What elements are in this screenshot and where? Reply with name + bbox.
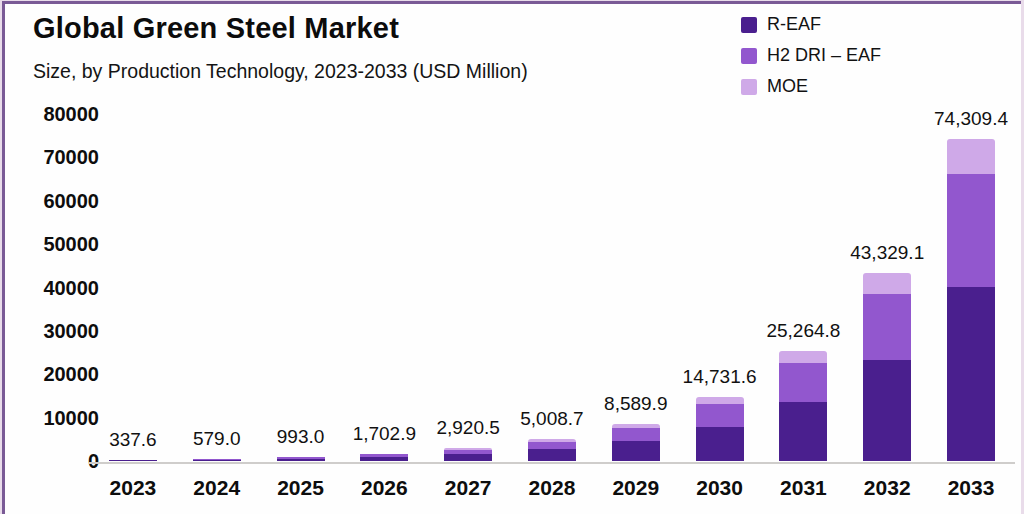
bar-2029 [612,424,660,461]
bar-column-2033: 74,309.4 [930,114,1013,461]
bar-column-2028: 5,008.7 [510,114,593,461]
bar-value-label: 8,589.9 [604,393,667,415]
bar-value-label: 579.0 [193,428,241,450]
bar-column-2023: 337.6 [91,114,174,461]
bar-column-2027: 2,920.5 [427,114,510,461]
bar-segment-h2-dri-eaf [863,294,911,360]
x-tick-2024: 2024 [175,476,258,500]
legend-label: R-EAF [767,14,821,35]
bar-segment-h2-dri-eaf [612,428,660,441]
bar-2030 [696,397,744,461]
bar-value-label: 25,264.8 [766,320,840,342]
bar-segment-r-eaf [696,427,744,462]
legend-swatch [741,17,757,33]
y-tick-60000: 60000 [5,190,99,212]
x-tick-2023: 2023 [91,476,174,500]
legend-item-r-eaf: R-EAF [741,14,881,35]
legend-item-moe: MOE [741,76,881,97]
bar-segment-moe [779,351,827,363]
y-tick-50000: 50000 [5,233,99,255]
bar-value-label: 14,731.6 [683,366,757,388]
bar-value-label: 43,329.1 [850,242,924,264]
y-tick-30000: 30000 [5,320,99,342]
bar-segment-moe [947,139,995,174]
bar-segment-r-eaf [779,402,827,461]
y-tick-40000: 40000 [5,277,99,299]
x-axis-line [89,462,1015,464]
bar-column-2029: 8,589.9 [594,114,677,461]
x-tick-2030: 2030 [678,476,761,500]
y-tick-70000: 70000 [5,146,99,168]
bar-segment-moe [863,273,911,294]
bar-column-2030: 14,731.6 [678,114,761,461]
x-axis-labels: 2023202420252026202720282029203020312032… [91,476,1013,500]
bar-segment-r-eaf [193,460,241,461]
x-tick-2025: 2025 [259,476,342,500]
bar-2025 [277,457,325,461]
bar-segment-h2-dri-eaf [779,363,827,401]
bar-value-label: 2,920.5 [436,417,499,439]
bar-column-2025: 993.0 [259,114,342,461]
bar-segment-h2-dri-eaf [528,442,576,450]
legend-item-h2-dri-eaf: H2 DRI – EAF [741,45,881,66]
x-tick-2031: 2031 [762,476,845,500]
bar-column-2026: 1,702.9 [343,114,426,461]
bar-segment-r-eaf [360,457,408,461]
bar-2028 [528,439,576,461]
bar-segment-r-eaf [863,360,911,461]
y-tick-80000: 80000 [5,103,99,125]
bar-2027 [444,448,492,461]
bar-value-label: 5,008.7 [520,408,583,430]
x-tick-2033: 2033 [930,476,1013,500]
bar-value-label: 1,702.9 [353,423,416,445]
chart-subtitle: Size, by Production Technology, 2023-203… [33,60,528,83]
bar-segment-r-eaf [947,287,995,461]
x-tick-2029: 2029 [594,476,677,500]
legend: R-EAF H2 DRI – EAF MOE [741,14,881,97]
bar-2031 [779,351,827,461]
bar-value-label: 337.6 [109,429,157,451]
bar-segment-r-eaf [277,459,325,461]
bar-segment-moe [696,397,744,404]
legend-swatch [741,48,757,64]
bar-value-label: 993.0 [277,426,325,448]
bar-value-label: 74,309.4 [934,108,1008,130]
bar-2024 [193,459,241,461]
x-tick-2027: 2027 [427,476,510,500]
x-tick-2032: 2032 [846,476,929,500]
bar-column-2031: 25,264.8 [762,114,845,461]
x-tick-2026: 2026 [343,476,426,500]
x-tick-2028: 2028 [510,476,593,500]
bar-segment-r-eaf [444,454,492,461]
bar-segment-h2-dri-eaf [947,174,995,287]
bar-column-2024: 579.0 [175,114,258,461]
bar-2026 [360,454,408,461]
bar-2023 [109,460,157,461]
y-tick-20000: 20000 [5,363,99,385]
y-tick-10000: 10000 [5,407,99,429]
legend-label: MOE [767,76,808,97]
plot-area: 337.6 579.0 993.0 1,702.9 2,920.5 5,008.7 8,58… [91,114,1013,461]
legend-swatch [741,79,757,95]
bar-column-2032: 43,329.1 [846,114,929,461]
bar-segment-r-eaf [109,460,157,461]
bar-segment-r-eaf [612,441,660,461]
bar-2032 [863,273,911,461]
bar-segment-r-eaf [528,449,576,461]
y-tick-0: 0 [5,450,99,472]
bar-2033 [947,139,995,461]
y-axis: 0 10000 20000 30000 40000 50000 60000 70000 8000… [5,4,99,514]
chart-card: Global Green Steel Market Size, by Produ… [2,1,1021,514]
bar-segment-h2-dri-eaf [696,404,744,426]
legend-label: H2 DRI – EAF [767,45,881,66]
